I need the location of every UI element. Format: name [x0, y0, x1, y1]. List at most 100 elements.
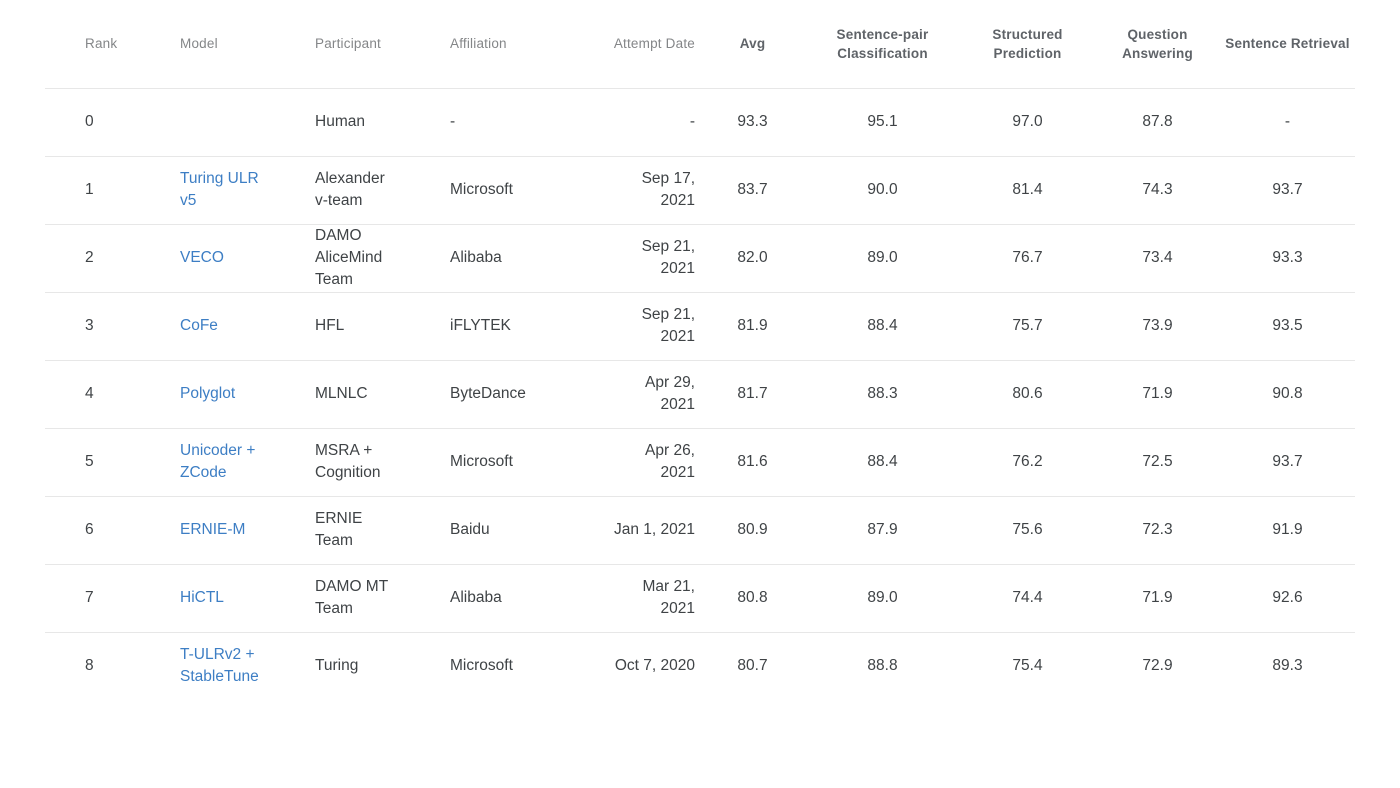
model-link[interactable]: HiCTL — [180, 589, 224, 606]
column-header-structured-prediction: Structured Prediction — [960, 0, 1095, 89]
leaderboard-table: Rank Model Participant Affiliation Attem… — [45, 0, 1355, 700]
cell-structured-prediction: 75.7 — [960, 291, 1095, 360]
cell-rank: 8 — [45, 631, 140, 700]
cell-sentence-retrieval: - — [1284, 113, 1291, 130]
cell-sentence-pair-classification: 88.3 — [805, 359, 960, 428]
cell-sentence-retrieval: 92.6 — [1220, 563, 1355, 632]
leaderboard: Rank Model Participant Affiliation Attem… — [45, 0, 1355, 700]
cell-question-answering: 71.9 — [1095, 563, 1220, 632]
cell-structured-prediction: 75.4 — [960, 631, 1095, 700]
cell-model: T-ULRv2 + StableTune — [140, 631, 275, 700]
cell-participant: ERNIE Team — [275, 495, 410, 564]
table-row: 2 VECO DAMO AliceMind Team Alibaba Sep 2… — [45, 223, 1355, 292]
column-header-participant: Participant — [275, 0, 410, 89]
cell-structured-prediction: 75.6 — [960, 495, 1095, 564]
cell-participant: Human — [315, 113, 365, 130]
cell-attempt-date: - — [689, 113, 695, 130]
cell-model: Unicoder + ZCode — [140, 427, 275, 496]
cell-affiliation: Microsoft — [410, 427, 550, 496]
column-header-avg: Avg — [700, 0, 805, 89]
cell-question-answering: 72.3 — [1095, 495, 1220, 564]
model-link[interactable]: VECO — [180, 249, 224, 266]
cell-question-answering: 74.3 — [1095, 155, 1220, 224]
model-link[interactable]: CoFe — [180, 317, 218, 334]
cell-structured-prediction: 74.4 — [960, 563, 1095, 632]
table-row: 0 Human - - 93.3 95.1 97.0 87.8 - — [45, 88, 1355, 156]
cell-sentence-retrieval: 93.7 — [1220, 427, 1355, 496]
model-link[interactable]: Polyglot — [180, 385, 236, 402]
cell-affiliation: Alibaba — [410, 563, 550, 632]
cell-avg: 81.6 — [700, 427, 805, 496]
cell-affiliation: - — [450, 113, 456, 130]
cell-sentence-pair-classification: 88.4 — [805, 291, 960, 360]
cell-model: Turing ULR v5 — [140, 155, 275, 224]
column-header-model: Model — [140, 0, 275, 89]
cell-affiliation: Alibaba — [410, 223, 550, 292]
cell-attempt-date: Sep 21, 2021 — [550, 223, 700, 292]
cell-sentence-retrieval: 90.8 — [1220, 359, 1355, 428]
model-link[interactable]: T-ULRv2 + StableTune — [180, 646, 259, 686]
cell-rank: 2 — [45, 223, 140, 292]
cell-attempt-date: Sep 17, 2021 — [550, 155, 700, 224]
model-link[interactable]: Unicoder + ZCode — [180, 442, 256, 481]
table-row: 5 Unicoder + ZCode MSRA + Cognition Micr… — [45, 427, 1355, 496]
cell-participant: Alexander v-team — [275, 155, 410, 224]
cell-sentence-pair-classification: 95.1 — [867, 113, 898, 130]
cell-avg: 93.3 — [737, 113, 768, 130]
cell-model: Polyglot — [140, 359, 275, 428]
table-row: 6 ERNIE-M ERNIE Team Baidu Jan 1, 2021 8… — [45, 495, 1355, 564]
cell-avg: 80.7 — [700, 631, 805, 700]
cell-sentence-pair-classification: 87.9 — [805, 495, 960, 564]
cell-sentence-pair-classification: 88.4 — [805, 427, 960, 496]
cell-rank: 6 — [45, 495, 140, 564]
cell-attempt-date: Mar 21, 2021 — [550, 563, 700, 632]
cell-structured-prediction: 76.2 — [960, 427, 1095, 496]
table-row: 8 T-ULRv2 + StableTune Turing Microsoft … — [45, 631, 1355, 700]
cell-model — [140, 88, 275, 156]
cell-structured-prediction: 80.6 — [960, 359, 1095, 428]
cell-sentence-retrieval: 91.9 — [1220, 495, 1355, 564]
cell-sentence-retrieval: 93.5 — [1220, 291, 1355, 360]
cell-sentence-retrieval: 93.7 — [1220, 155, 1355, 224]
cell-rank: 3 — [45, 291, 140, 360]
cell-question-answering: 72.5 — [1095, 427, 1220, 496]
cell-attempt-date: Sep 21, 2021 — [550, 291, 700, 360]
cell-sentence-retrieval: 89.3 — [1220, 631, 1355, 700]
cell-affiliation: ByteDance — [410, 359, 550, 428]
table-row: 3 CoFe HFL iFLYTEK Sep 21, 2021 81.9 88.… — [45, 291, 1355, 360]
column-header-affiliation: Affiliation — [410, 0, 550, 89]
cell-avg: 81.7 — [700, 359, 805, 428]
cell-avg: 80.8 — [700, 563, 805, 632]
column-header-rank: Rank — [45, 0, 140, 89]
cell-affiliation: Microsoft — [410, 155, 550, 224]
table-row: 1 Turing ULR v5 Alexander v-team Microso… — [45, 155, 1355, 224]
cell-rank: 1 — [45, 155, 140, 224]
column-header-sentence-pair-classification: Sentence-pair Classification — [805, 0, 960, 89]
model-link[interactable]: ERNIE-M — [180, 521, 246, 538]
cell-participant: DAMO AliceMind Team — [275, 223, 410, 292]
cell-sentence-pair-classification: 88.8 — [805, 631, 960, 700]
cell-participant: HFL — [275, 291, 410, 360]
cell-participant: DAMO MT Team — [275, 563, 410, 632]
cell-attempt-date: Oct 7, 2020 — [550, 631, 700, 700]
cell-rank: 5 — [45, 427, 140, 496]
header-row: Rank Model Participant Affiliation Attem… — [45, 0, 1355, 89]
cell-rank: 0 — [85, 113, 94, 130]
cell-model: CoFe — [140, 291, 275, 360]
cell-rank: 7 — [45, 563, 140, 632]
cell-affiliation: Microsoft — [410, 631, 550, 700]
cell-question-answering: 71.9 — [1095, 359, 1220, 428]
table-row: 7 HiCTL DAMO MT Team Alibaba Mar 21, 202… — [45, 563, 1355, 632]
cell-participant: MSRA + Cognition — [275, 427, 410, 496]
model-link[interactable]: Turing ULR v5 — [180, 170, 259, 209]
cell-structured-prediction: 76.7 — [960, 223, 1095, 292]
cell-rank: 4 — [45, 359, 140, 428]
cell-question-answering: 87.8 — [1142, 113, 1173, 130]
cell-question-answering: 72.9 — [1095, 631, 1220, 700]
cell-affiliation: iFLYTEK — [410, 291, 550, 360]
cell-participant: Turing — [275, 631, 410, 700]
cell-question-answering: 73.9 — [1095, 291, 1220, 360]
cell-attempt-date: Apr 29, 2021 — [550, 359, 700, 428]
column-header-attempt-date: Attempt Date — [550, 0, 700, 89]
cell-sentence-pair-classification: 89.0 — [805, 223, 960, 292]
